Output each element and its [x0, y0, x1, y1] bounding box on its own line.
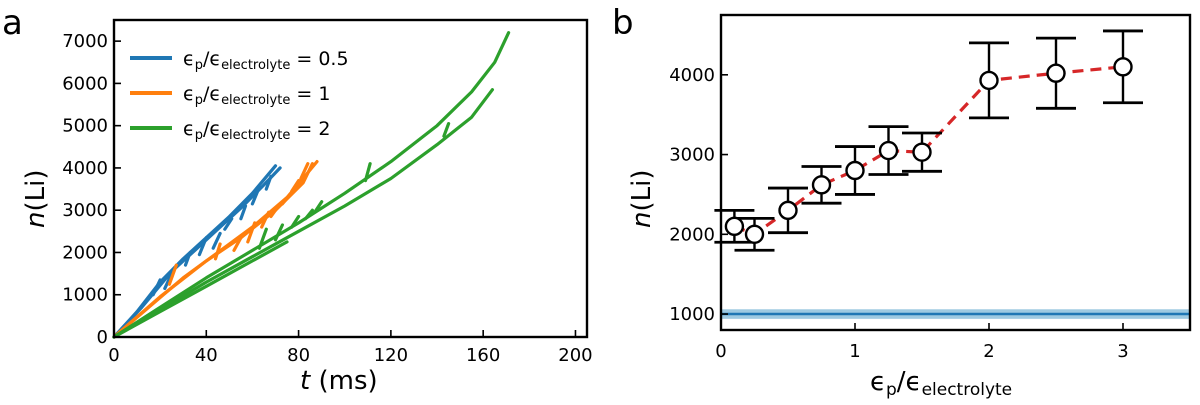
data-point-7: [979, 70, 999, 91]
series-0-line-9: [250, 185, 261, 206]
data-point-9: [1113, 57, 1133, 77]
panel-a-series: [112, 31, 511, 339]
a-ytick-label-0: 0: [97, 327, 108, 348]
panel-a: a 0 40 80 120 160 200010002000300040005000600…: [2, 3, 593, 396]
a-xtick-label-1: 40: [195, 345, 218, 366]
a-xtick-label-3: 120: [374, 345, 408, 366]
series-1-line-5: [246, 221, 257, 244]
series-1-line-9: [290, 179, 301, 193]
series-2-line-9: [442, 122, 451, 138]
series-0-line-10: [264, 174, 273, 191]
series-2-line-2: [112, 240, 289, 339]
b-xtick-label-3: 3: [1117, 341, 1128, 362]
data-point-8: [1046, 63, 1066, 83]
panel-b-frame: [719, 13, 1192, 332]
series-0-line-3: [163, 272, 174, 290]
panel-b-series: [714, 29, 1143, 252]
panel-a-xlabel: t (ms): [300, 366, 378, 396]
a-ytick-label-1: 1000: [62, 285, 108, 306]
series-1-line-7: [269, 208, 278, 219]
series-1-line-6: [260, 210, 271, 229]
trend-line: [733, 65, 1124, 237]
b-xtick-label-1: 1: [849, 341, 860, 362]
a-xtick-label-5: 200: [558, 345, 592, 366]
a-ytick-label-6: 6000: [62, 73, 108, 94]
panel-b-xlabel-sub1: p: [886, 380, 897, 400]
b-ytick-label-0: 1000: [669, 304, 715, 325]
data-point-4: [845, 160, 865, 181]
series-1-line-8: [280, 193, 291, 206]
panel-a-legend: ϵp/ϵelectrolyte = 0.5 ϵp/ϵelectrolyte = 1…: [130, 48, 349, 143]
series-1-line-4: [232, 236, 243, 252]
panel-b-ylabel-var: n: [627, 212, 657, 228]
series-1-line-10: [299, 162, 310, 181]
b-xtick-label-2: 2: [983, 341, 994, 362]
series-0-line-7: [223, 217, 234, 231]
panel-b-xlabel-mid: /ϵ: [897, 367, 922, 397]
data-point-0: [724, 216, 745, 237]
a-ytick-label-4: 4000: [62, 158, 108, 179]
series-2-line-7: [313, 200, 324, 214]
series-2-line-1: [112, 88, 494, 339]
series-0-line-6: [211, 231, 222, 250]
a-ytick-label-3: 3000: [62, 200, 108, 221]
a-ytick-label-5: 5000: [62, 116, 108, 137]
legend-label-2: ϵp/ϵelectrolyte = 2: [183, 118, 330, 143]
data-point-3: [811, 175, 832, 195]
series-2-line-6: [303, 208, 314, 221]
a-ytick-label-2: 2000: [62, 242, 108, 263]
b-ytick-label-1: 2000: [669, 224, 715, 245]
legend-label-1: ϵp/ϵelectrolyte = 1: [183, 83, 330, 108]
series-1-line-3: [213, 242, 222, 261]
panel-b-label: b: [612, 3, 634, 43]
panel-b-baseline: [721, 309, 1190, 319]
b-ytick-label-3: 4000: [669, 65, 715, 86]
series-0-line-5: [197, 236, 208, 257]
a-ytick-label-7: 7000: [62, 31, 108, 52]
panel-a-label: a: [2, 3, 23, 43]
legend-label-0: ϵp/ϵelectrolyte = 0.5: [183, 48, 349, 73]
panel-b-ticks: 0 1 2 3 1000 2000 3000 4000: [669, 65, 1129, 362]
panel-a-ticks: 0 40 80 120 160 20001000200030004000500060007…: [62, 31, 592, 366]
series-2-line-3: [257, 227, 268, 250]
panel-b-xlabel-sub2: electrolyte: [922, 380, 1013, 400]
series-2-line-4: [273, 223, 284, 242]
panel-a-ylabel-unit: (Li): [21, 170, 51, 212]
series-0-line-2: [151, 278, 162, 297]
series-2-line-5: [290, 214, 301, 229]
panel-a-ylabel-var: n: [21, 212, 51, 228]
panel-b-ylabel: n(Li): [627, 170, 657, 228]
a-xtick-label-4: 160: [466, 345, 500, 366]
series-2-line-0: [112, 31, 511, 339]
a-xtick-label-0: 0: [108, 345, 119, 366]
a-xtick-label-2: 80: [287, 345, 310, 366]
series-1-line-2: [167, 263, 178, 286]
panel-a-xlabel-unit: (ms): [310, 366, 377, 396]
series-0-line-8: [239, 204, 248, 221]
data-point-5: [878, 140, 899, 161]
series-1-line-1: [112, 162, 314, 339]
panel-a-frame: [112, 18, 589, 339]
data-point-1: [744, 224, 765, 245]
b-ytick-label-2: 3000: [669, 145, 715, 166]
b-xtick-label-0: 0: [715, 341, 726, 362]
panel-b-xlabel: ϵp/ϵelectrolyte: [870, 367, 1012, 400]
panel-b: b 0 1 2 3 1000 2000 3000 4000 ϵp/ϵelectrolyte n…: [612, 3, 1192, 400]
panel-b-xlabel-main: ϵ: [870, 367, 886, 397]
panel-a-xlabel-var: t: [300, 366, 311, 396]
data-point-2: [778, 200, 798, 221]
panel-a-ylabel: n(Li): [21, 170, 51, 228]
series-2-line-8: [363, 162, 372, 183]
panel-b-ylabel-unit: (Li): [627, 170, 657, 212]
series-0-line-4: [183, 250, 192, 267]
data-point-6: [912, 142, 932, 162]
